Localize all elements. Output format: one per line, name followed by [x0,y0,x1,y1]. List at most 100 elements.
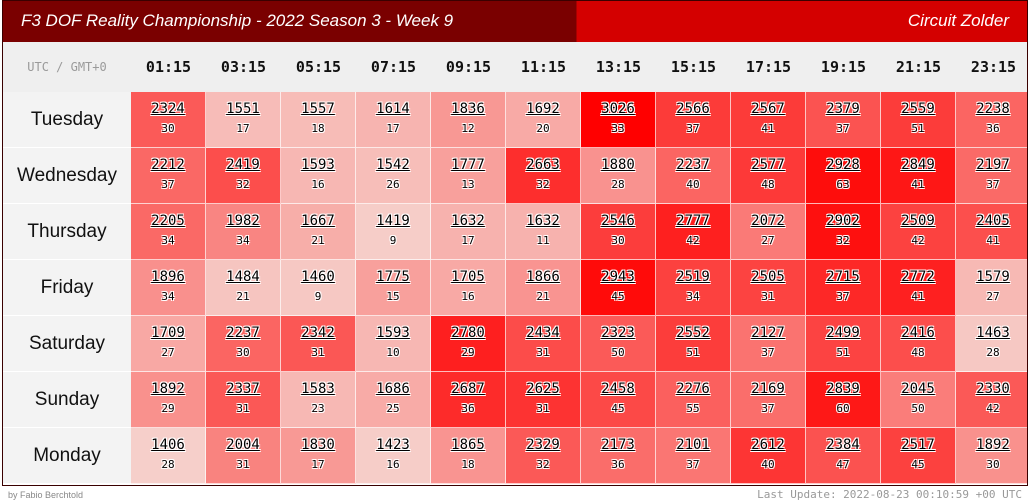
session-cell[interactable]: 2559 51 [881,92,956,148]
rating-value[interactable]: 2517 [901,437,935,453]
rating-value[interactable]: 2777 [676,213,710,229]
session-cell[interactable]: 1557 18 [281,92,356,148]
rating-value[interactable]: 2499 [826,325,860,341]
session-cell[interactable]: 2324 30 [131,92,206,148]
rating-value[interactable]: 2902 [826,213,860,229]
rating-value[interactable]: 1419 [376,213,410,229]
session-cell[interactable]: 1593 16 [281,148,356,204]
rating-value[interactable]: 2849 [901,157,935,173]
session-cell[interactable]: 2205 34 [131,204,206,260]
session-cell[interactable]: 1777 13 [431,148,506,204]
session-cell[interactable]: 2663 32 [506,148,581,204]
rating-value[interactable]: 2715 [826,269,860,285]
rating-value[interactable]: 2342 [301,325,335,341]
rating-value[interactable]: 3026 [601,101,635,117]
rating-value[interactable]: 2384 [826,437,860,453]
rating-value[interactable]: 1775 [376,269,410,285]
rating-value[interactable]: 2238 [976,101,1010,117]
rating-value[interactable]: 2505 [751,269,785,285]
rating-value[interactable]: 2780 [451,325,485,341]
rating-value[interactable]: 1705 [451,269,485,285]
session-cell[interactable]: 1423 16 [356,428,431,484]
rating-value[interactable]: 1406 [151,437,185,453]
session-cell[interactable]: 1583 23 [281,372,356,428]
session-cell[interactable]: 1614 17 [356,92,431,148]
session-cell[interactable]: 1419 9 [356,204,431,260]
session-cell[interactable]: 2777 42 [656,204,731,260]
rating-value[interactable]: 1982 [226,213,260,229]
session-cell[interactable]: 1406 28 [131,428,206,484]
session-cell[interactable]: 2577 48 [731,148,806,204]
rating-value[interactable]: 1709 [151,325,185,341]
rating-value[interactable]: 2004 [226,437,260,453]
session-cell[interactable]: 2505 31 [731,260,806,316]
rating-value[interactable]: 1614 [376,101,410,117]
rating-value[interactable]: 2212 [151,157,185,173]
session-cell[interactable]: 1880 28 [581,148,656,204]
session-cell[interactable]: 1632 11 [506,204,581,260]
session-cell[interactable]: 2772 41 [881,260,956,316]
session-cell[interactable]: 2101 37 [656,428,731,484]
rating-value[interactable]: 2772 [901,269,935,285]
rating-value[interactable]: 2434 [526,325,560,341]
rating-value[interactable]: 1896 [151,269,185,285]
rating-value[interactable]: 2324 [151,101,185,117]
session-cell[interactable]: 1892 30 [956,428,1027,484]
session-cell[interactable]: 2434 31 [506,316,581,372]
rating-value[interactable]: 1463 [976,325,1010,341]
session-cell[interactable]: 1686 25 [356,372,431,428]
rating-value[interactable]: 2566 [676,101,710,117]
session-cell[interactable]: 2197 37 [956,148,1027,204]
session-cell[interactable]: 2237 40 [656,148,731,204]
rating-value[interactable]: 2237 [226,325,260,341]
rating-value[interactable]: 2928 [826,157,860,173]
session-cell[interactable]: 1460 9 [281,260,356,316]
rating-value[interactable]: 1880 [601,157,635,173]
rating-value[interactable]: 1583 [301,381,335,397]
session-cell[interactable]: 2127 37 [731,316,806,372]
session-cell[interactable]: 2943 45 [581,260,656,316]
rating-value[interactable]: 2612 [751,437,785,453]
session-cell[interactable]: 2519 34 [656,260,731,316]
session-cell[interactable]: 2687 36 [431,372,506,428]
rating-value[interactable]: 1892 [151,381,185,397]
session-cell[interactable]: 1705 16 [431,260,506,316]
rating-value[interactable]: 1692 [526,101,560,117]
session-cell[interactable]: 2499 51 [806,316,881,372]
rating-value[interactable]: 2329 [526,437,560,453]
rating-value[interactable]: 2458 [601,381,635,397]
rating-value[interactable]: 2323 [601,325,635,341]
rating-value[interactable]: 1836 [451,101,485,117]
session-cell[interactable]: 1865 18 [431,428,506,484]
session-cell[interactable]: 2337 31 [206,372,281,428]
rating-value[interactable]: 2237 [676,157,710,173]
rating-value[interactable]: 2101 [676,437,710,453]
rating-value[interactable]: 2559 [901,101,935,117]
rating-value[interactable]: 1865 [451,437,485,453]
rating-value[interactable]: 1542 [376,157,410,173]
rating-value[interactable]: 1632 [526,213,560,229]
rating-value[interactable]: 2337 [226,381,260,397]
session-cell[interactable]: 3026 33 [581,92,656,148]
session-cell[interactable]: 1709 27 [131,316,206,372]
rating-value[interactable]: 1830 [301,437,335,453]
session-cell[interactable]: 1579 27 [956,260,1027,316]
rating-value[interactable]: 2519 [676,269,710,285]
session-cell[interactable]: 1775 15 [356,260,431,316]
rating-value[interactable]: 2127 [751,325,785,341]
session-cell[interactable]: 2169 37 [731,372,806,428]
rating-value[interactable]: 2072 [751,213,785,229]
session-cell[interactable]: 1593 10 [356,316,431,372]
session-cell[interactable]: 1463 28 [956,316,1027,372]
session-cell[interactable]: 1692 20 [506,92,581,148]
session-cell[interactable]: 1667 21 [281,204,356,260]
session-cell[interactable]: 2552 51 [656,316,731,372]
session-cell[interactable]: 2458 45 [581,372,656,428]
session-cell[interactable]: 2546 30 [581,204,656,260]
session-cell[interactable]: 2329 32 [506,428,581,484]
rating-value[interactable]: 1667 [301,213,335,229]
rating-value[interactable]: 2330 [976,381,1010,397]
rating-value[interactable]: 2205 [151,213,185,229]
session-cell[interactable]: 1484 21 [206,260,281,316]
session-cell[interactable]: 2839 60 [806,372,881,428]
